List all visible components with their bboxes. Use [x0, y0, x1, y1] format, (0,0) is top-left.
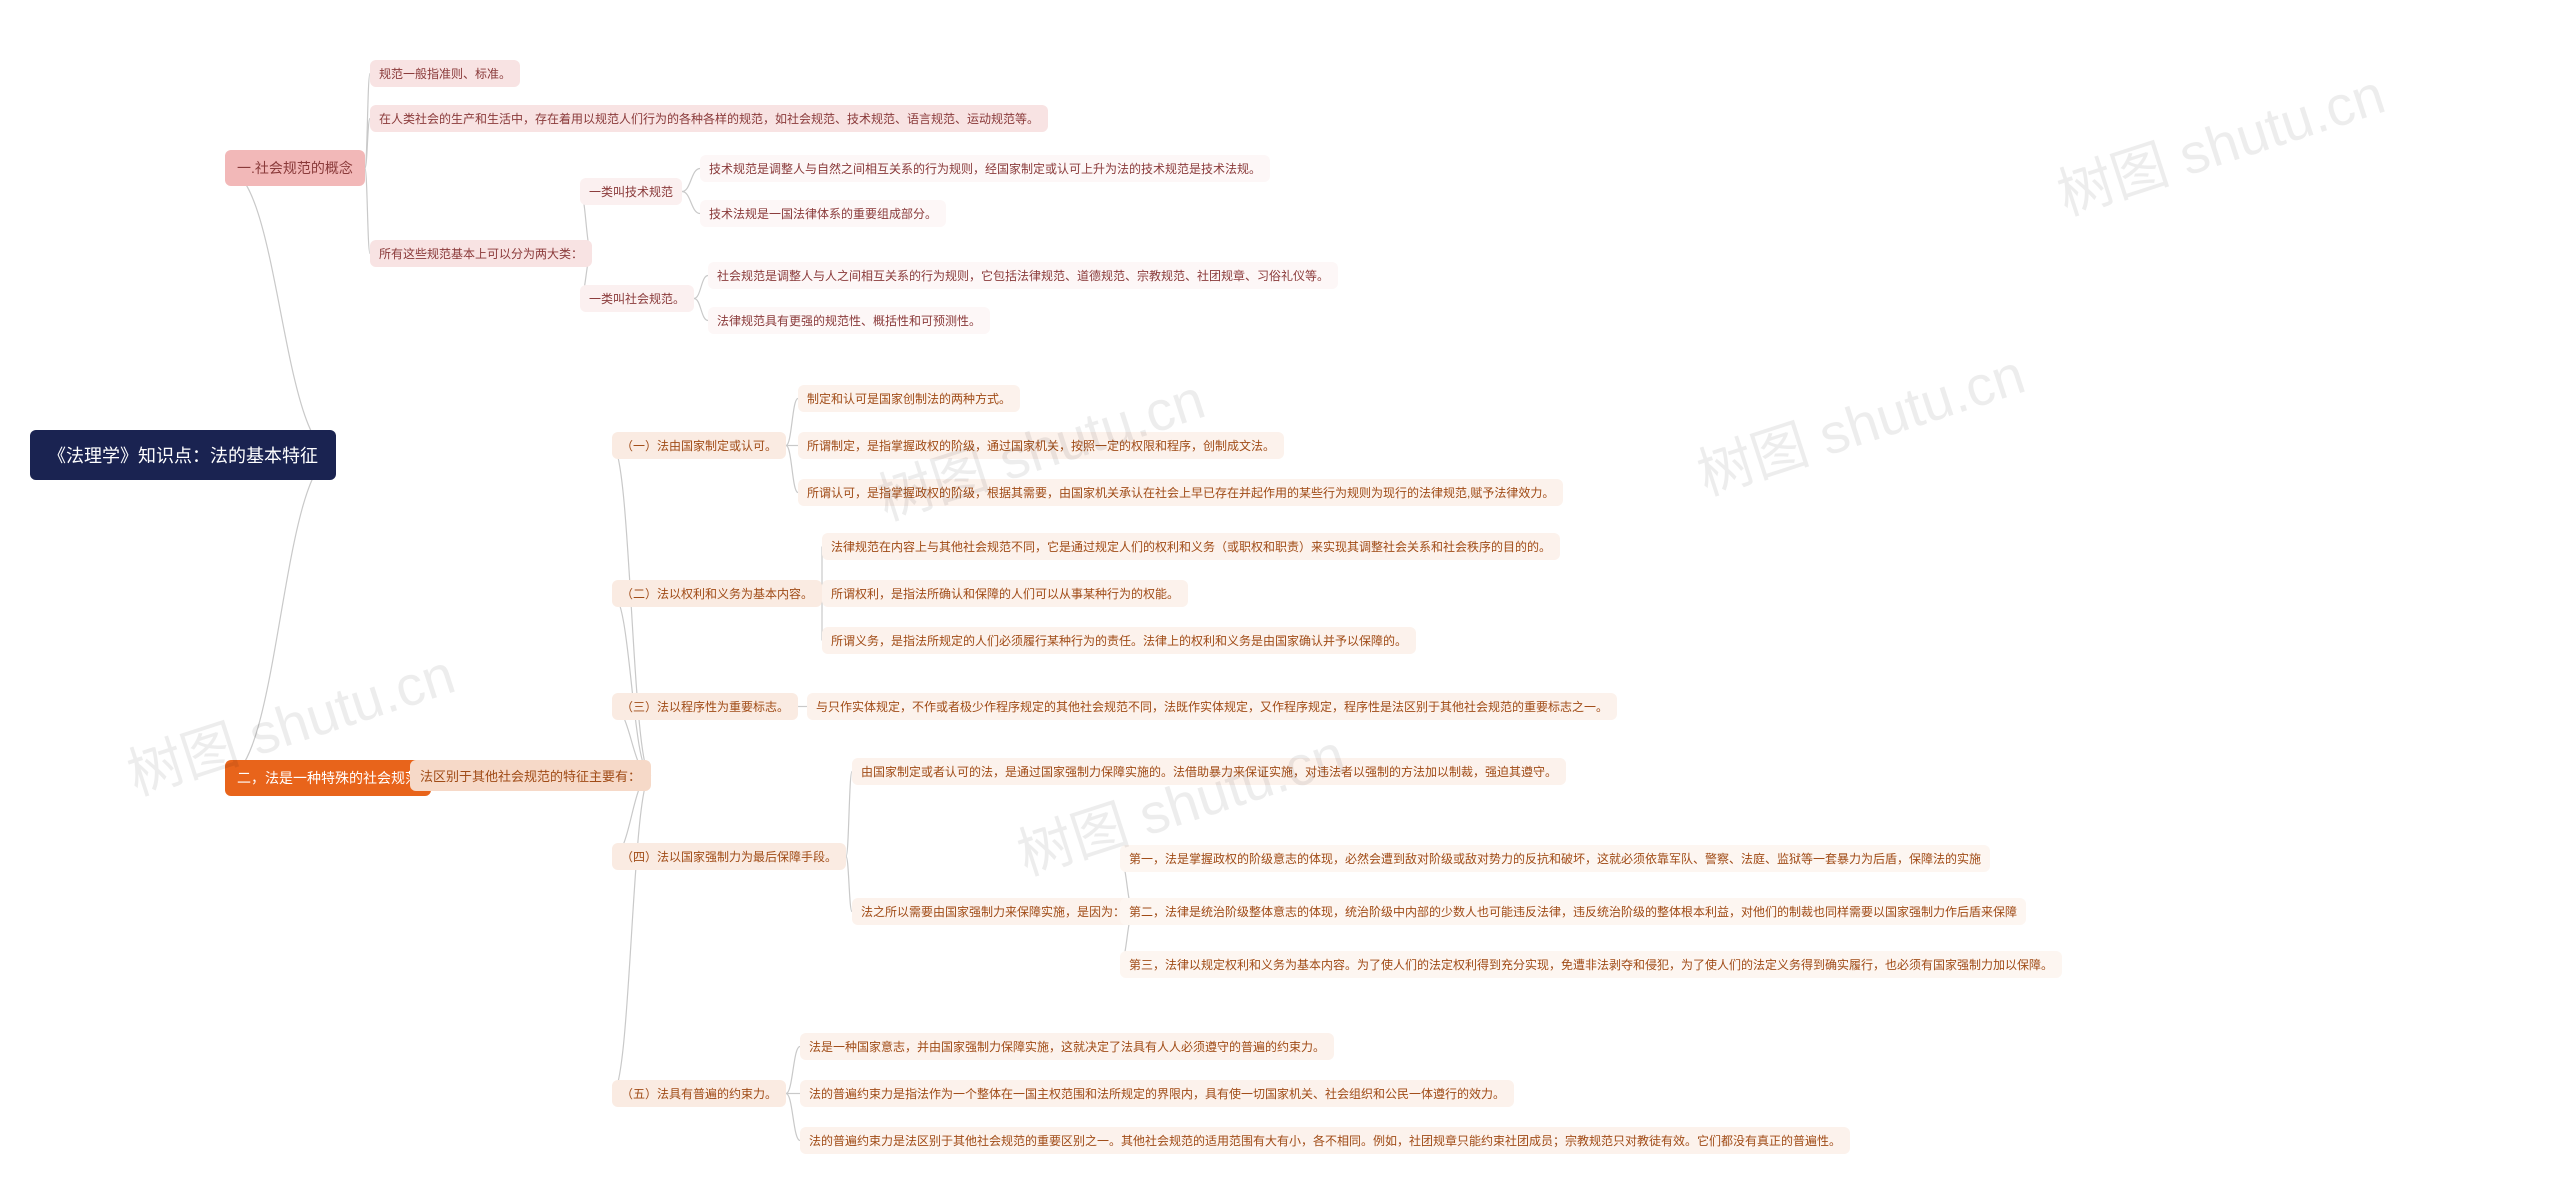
connector-s1c1-s1c1b — [682, 192, 700, 214]
node-s2a4b1: 第一，法是掌握政权的阶级意志的体现，必然会遭到敌对阶级或敌对势力的反抗和破坏，这… — [1120, 845, 1990, 872]
connector-s1c1-s1c1a — [682, 169, 700, 192]
node-s2a5b: 法的普遍约束力是指法作为一个整体在一国主权范围和法所规定的界限内，具有使一切国家… — [800, 1080, 1514, 1107]
node-s1c2: 一类叫社会规范。 — [580, 285, 694, 312]
connector-root-s2 — [225, 455, 336, 778]
connectors-layer — [0, 0, 2560, 1197]
node-s1c1b: 技术法规是一国法律体系的重要组成部分。 — [700, 200, 946, 227]
node-s1c1a: 技术规范是调整人与自然之间相互关系的行为规则，经国家制定或认可上升为法的技术规范… — [700, 155, 1270, 182]
node-root: 《法理学》知识点：法的基本特征 — [30, 430, 336, 480]
connector-s2a5-s2a5a — [786, 1047, 800, 1094]
connector-s1-s1c — [365, 168, 370, 254]
node-s1b: 在人类社会的生产和生活中，存在着用以规范人们行为的各种各样的规范，如社会规范、技… — [370, 105, 1048, 132]
connector-s2a1-s2a1c — [786, 446, 798, 493]
node-s2a5: （五）法具有普遍的约束力。 — [612, 1080, 786, 1107]
connector-s2a4-s2a4a — [846, 772, 852, 857]
connector-s2a-s2a5 — [612, 776, 651, 1094]
connector-s2a5-s2a5c — [786, 1094, 800, 1141]
connector-s2a-s2a1 — [612, 446, 651, 776]
node-s2a2: （二）法以权利和义务为基本内容。 — [612, 580, 822, 607]
node-s2a2b: 所谓权利，是指法所确认和保障的人们可以从事某种行为的权能。 — [822, 580, 1188, 607]
node-s2: 二，法是一种特殊的社会规范 — [225, 760, 431, 796]
node-s1c: 所有这些规范基本上可以分为两大类： — [370, 240, 592, 267]
node-s2a4b2: 第二，法律是统治阶级整体意志的体现，统治阶级中内部的少数人也可能违反法律，违反统… — [1120, 898, 2026, 925]
node-s2a4b3: 第三，法律以规定权利和义务为基本内容。为了使人们的法定权利得到充分实现，免遭非法… — [1120, 951, 2062, 978]
node-s2a1b: 所谓制定，是指掌握政权的阶级，通过国家机关，按照一定的权限和程序，创制成文法。 — [798, 432, 1284, 459]
connector-s2a-s2a2 — [612, 594, 651, 776]
connector-s1c2-s1c2a — [694, 276, 708, 299]
connector-s2a1-s2a1a — [786, 399, 798, 446]
node-s2a2c: 所谓义务，是指法所规定的人们必须履行某种行为的责任。法律上的权利和义务是由国家确… — [822, 627, 1416, 654]
node-s2a4b: 法之所以需要由国家强制力来保障实施，是因为： — [852, 898, 1134, 925]
node-s2a5a: 法是一种国家意志，并由国家强制力保障实施，这就决定了法具有人人必须遵守的普遍的约… — [800, 1033, 1334, 1060]
node-s2a1: （一）法由国家制定或认可。 — [612, 432, 786, 459]
node-s2a1a: 制定和认可是国家创制法的两种方式。 — [798, 385, 1020, 412]
node-s2a5c: 法的普遍约束力是法区别于其他社会规范的重要区别之一。其他社会规范的适用范围有大有… — [800, 1127, 1850, 1154]
node-s1c2b: 法律规范具有更强的规范性、概括性和可预测性。 — [708, 307, 990, 334]
watermark-3: 树图 shutu.cn — [1686, 330, 2034, 512]
node-s2a2a: 法律规范在内容上与其他社会规范不同，它是通过规定人们的权利和义务（或职权和职责）… — [822, 533, 1560, 560]
node-s2a4a: 由国家制定或者认可的法，是通过国家强制力保障实施的。法借助暴力来保证实施，对违法… — [852, 758, 1566, 785]
node-s1: 一.社会规范的概念 — [225, 150, 365, 186]
node-s1a: 规范一般指准则、标准。 — [370, 60, 520, 87]
node-s2a3a: 与只作实体规定，不作或者极少作程序规定的其他社会规范不同，法既作实体规定，又作程… — [807, 693, 1617, 720]
watermark-4: 树图 shutu.cn — [2046, 50, 2394, 232]
node-s1c2a: 社会规范是调整人与人之间相互关系的行为规则，它包括法律规范、道德规范、宗教规范、… — [708, 262, 1338, 289]
node-s2a1c: 所谓认可，是指掌握政权的阶级，根据其需要，由国家机关承认在社会上早已存在并起作用… — [798, 479, 1563, 506]
node-s2a3: （三）法以程序性为重要标志。 — [612, 693, 798, 720]
node-s2a: 法区别于其他社会规范的特征主要有： — [410, 760, 651, 791]
node-s1c1: 一类叫技术规范 — [580, 178, 682, 205]
node-s2a4: （四）法以国家强制力为最后保障手段。 — [612, 843, 846, 870]
connector-root-s1 — [225, 168, 336, 455]
connector-s1c2-s1c2b — [694, 299, 708, 321]
